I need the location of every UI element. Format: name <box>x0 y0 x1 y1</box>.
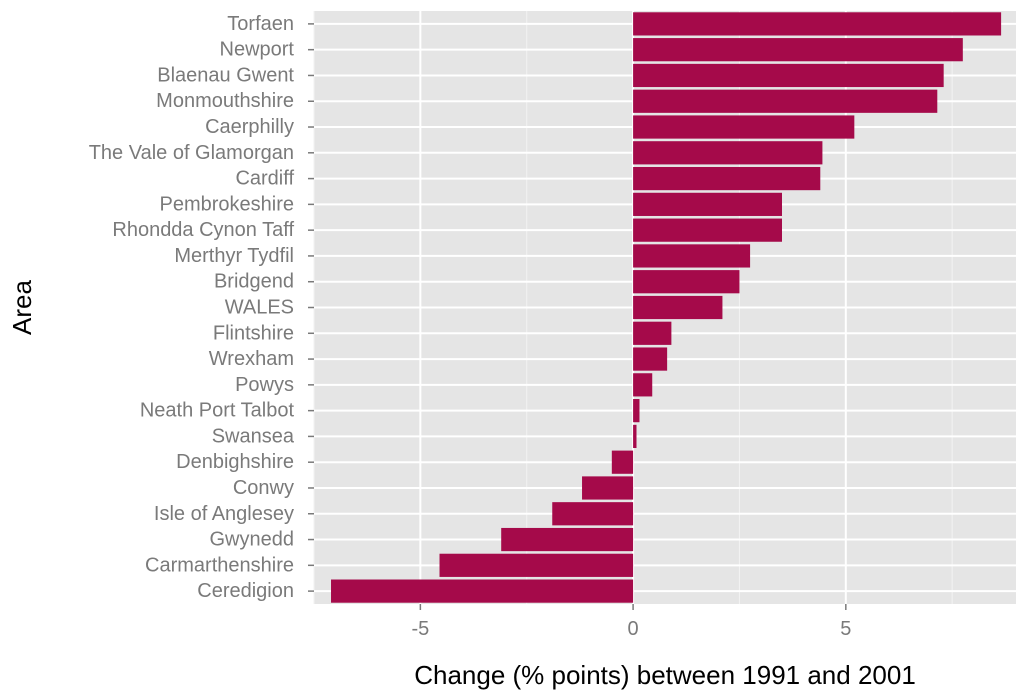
bar <box>633 347 668 371</box>
y-axis-title: Area <box>7 280 37 335</box>
y-tick-label: Flintshire <box>213 322 294 344</box>
y-tick-label: Merthyr Tydfil <box>174 245 294 267</box>
bar <box>633 166 821 191</box>
bar <box>633 373 653 397</box>
x-axis: -5 0 5 <box>411 604 851 640</box>
bar <box>633 244 751 268</box>
bar <box>331 579 634 603</box>
y-tick-label: The Vale of Glamorgan <box>89 142 294 164</box>
y-tick-label: Conwy <box>233 477 294 499</box>
y-tick-label: Isle of Anglesey <box>154 503 294 525</box>
y-tick-label: Powys <box>235 374 294 396</box>
x-tick-label: -5 <box>411 618 429 640</box>
y-tick-label: Blaenau Gwent <box>157 64 294 86</box>
y-tick-label: Newport <box>220 39 295 61</box>
bar <box>633 63 944 88</box>
bar <box>582 476 634 500</box>
bar <box>633 141 823 165</box>
y-tick-label: Rhondda Cynon Taff <box>112 219 294 241</box>
x-tick-label: 5 <box>840 618 851 640</box>
y-tick-label: Pembrokeshire <box>159 193 294 215</box>
bar <box>611 450 634 474</box>
bar <box>633 89 938 113</box>
bar <box>633 115 855 139</box>
y-tick-label: WALES <box>225 297 294 319</box>
bar <box>633 38 963 62</box>
y-tick-label: Gwynedd <box>210 529 295 551</box>
y-tick-label: Bridgend <box>214 271 294 293</box>
y-tick-label: Carmarthenshire <box>145 554 294 576</box>
bar <box>633 192 782 216</box>
bar <box>501 527 634 552</box>
y-tick-label: Ceredigion <box>197 580 294 602</box>
y-tick-label: Torfaen <box>227 13 294 35</box>
y-tick-label: Caerphilly <box>205 116 294 138</box>
bar <box>633 218 782 242</box>
x-axis-title: Change (% points) between 1991 and 2001 <box>414 660 916 690</box>
bar <box>633 295 723 320</box>
bar <box>633 399 640 423</box>
y-tick-label: Neath Port Talbot <box>140 400 295 422</box>
y-tick-label: Cardiff <box>235 168 294 190</box>
y-tick-label: Swansea <box>212 425 295 447</box>
bar <box>633 12 1002 36</box>
y-tick-label: Wrexham <box>209 348 294 370</box>
bar <box>552 502 634 526</box>
y-tick-label: Monmouthshire <box>156 90 294 112</box>
y-tick-label: Denbighshire <box>176 451 294 473</box>
bar <box>439 553 634 577</box>
bar <box>633 270 740 294</box>
x-tick-label: 0 <box>628 618 639 640</box>
bar <box>633 424 637 449</box>
bars <box>331 12 1002 603</box>
y-axis: Torfaen Newport Blaenau Gwent Monmouthshire… <box>89 13 314 602</box>
bar <box>633 321 672 345</box>
